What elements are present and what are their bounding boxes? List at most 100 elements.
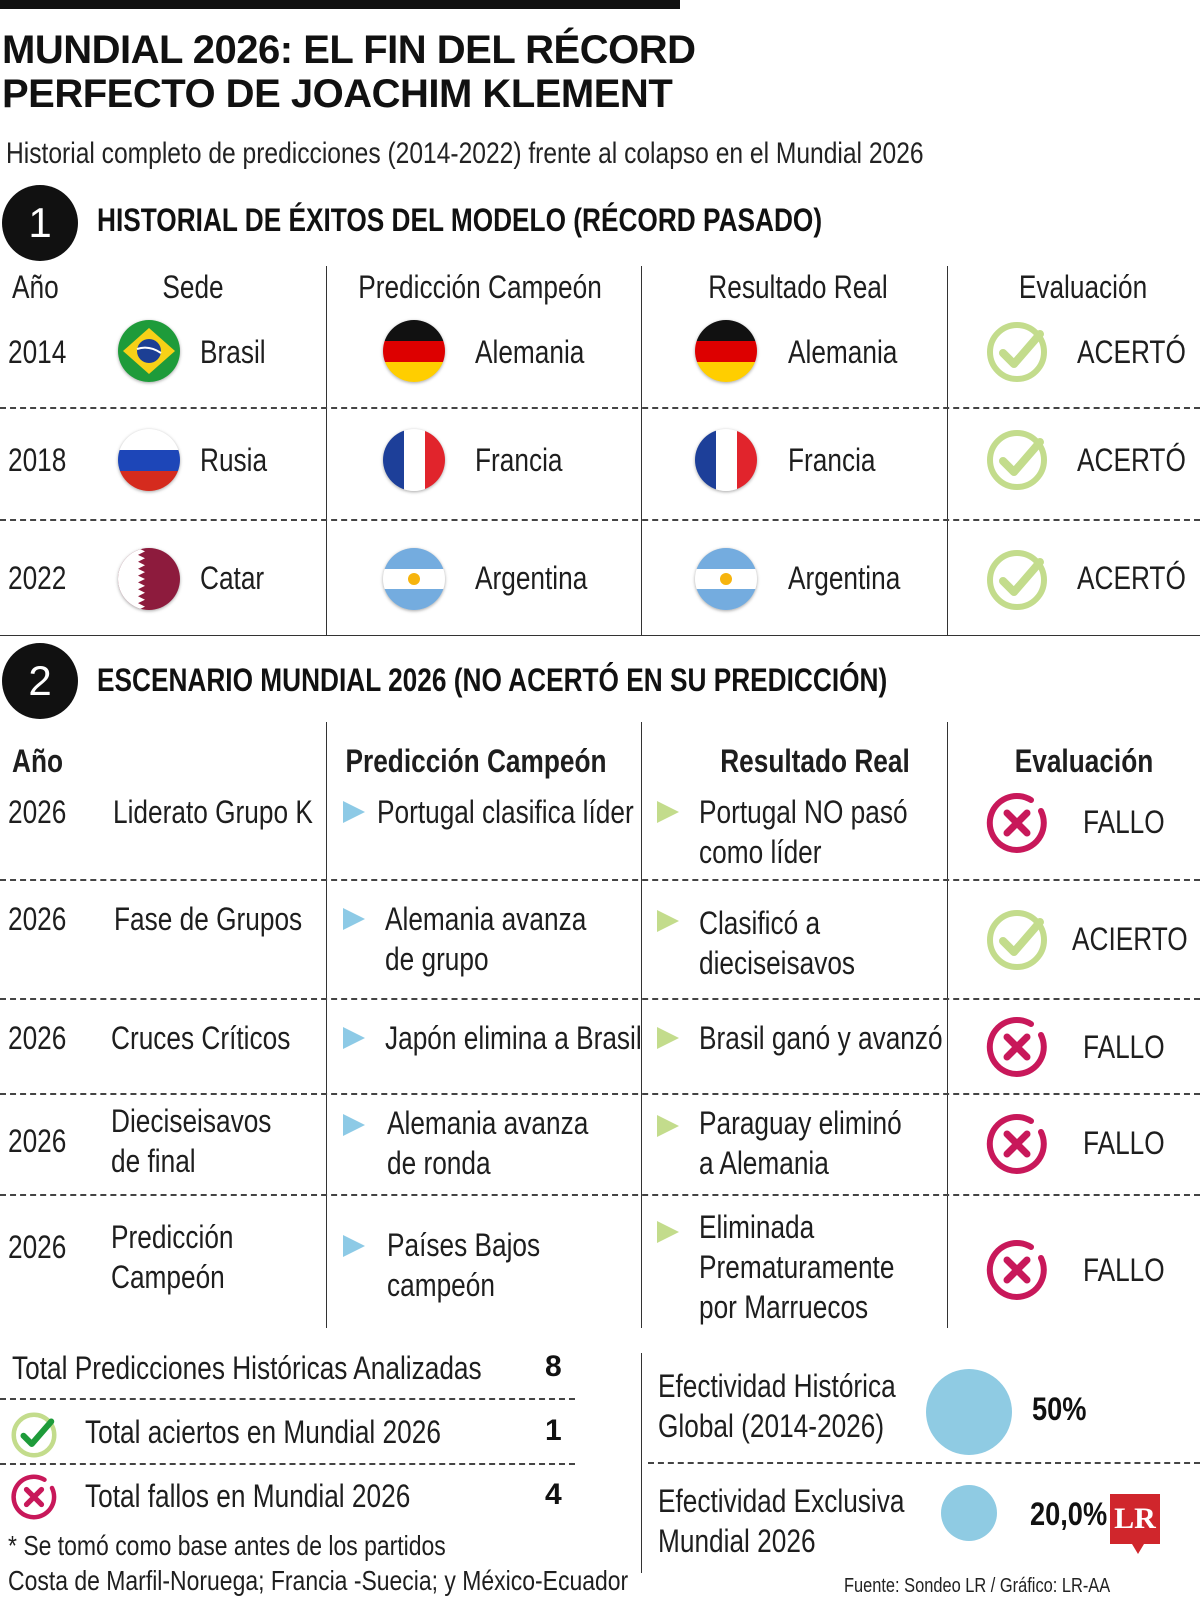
summary-divider xyxy=(641,1353,642,1573)
row-evaluation: ACERTÓ xyxy=(1077,334,1186,370)
row-prediction: Portugal clasifica líder xyxy=(377,794,634,830)
summary-hits-label: Total aciertos en Mundial 2026 xyxy=(85,1414,441,1450)
row-result: Brasil ganó y avanzó xyxy=(699,1020,943,1056)
check-icon xyxy=(985,320,1049,389)
s1-divider xyxy=(326,266,327,636)
s1-col-year: Año xyxy=(12,269,59,305)
cross-icon xyxy=(985,791,1049,860)
argentina-flag xyxy=(383,548,445,610)
footnote-line: * Se tomó como base antes de los partido… xyxy=(8,1530,446,1561)
summary-total-label: Total Predicciones Históricas Analizadas xyxy=(12,1350,482,1386)
triangle-bullet-icon xyxy=(657,1115,679,1137)
summary-separator xyxy=(0,1398,575,1400)
row-result-line: Eliminada xyxy=(699,1209,815,1245)
row-phase-line: Dieciseisavos xyxy=(111,1103,272,1139)
summary-hits-value: 1 xyxy=(545,1414,562,1447)
row-phase: Cruces Críticos xyxy=(111,1020,291,1056)
triangle-bullet-icon xyxy=(343,908,365,930)
row-phase-line: de final xyxy=(111,1143,196,1179)
row-prediction-line: Alemania avanza xyxy=(385,901,587,937)
row-result-line: a Alemania xyxy=(699,1145,829,1181)
row-prediction-line: Alemania avanza xyxy=(387,1105,589,1141)
s2-col-evaluation: Evaluación xyxy=(1014,743,1154,779)
row-prediction: Francia xyxy=(475,442,563,478)
row-phase: Fase de Grupos xyxy=(114,901,303,937)
row-year: 2026 xyxy=(8,1020,67,1056)
row-prediction: Alemania avanza de ronda xyxy=(387,1103,588,1183)
row-result-line: Prematuramente xyxy=(699,1249,895,1285)
row-host: Brasil xyxy=(200,334,266,370)
effectiveness-exclusive-value: 20,0% xyxy=(1030,1496,1108,1532)
row-evaluation: ACERTÓ xyxy=(1077,442,1186,478)
cross-icon xyxy=(985,1015,1049,1084)
s1-col-result: Resultado Real xyxy=(708,269,888,305)
s2-row-separator xyxy=(0,998,1200,1000)
s1-divider xyxy=(947,266,948,636)
row-prediction: Argentina xyxy=(475,560,588,596)
argentina-flag xyxy=(695,548,757,610)
s1-row-separator xyxy=(0,407,1200,409)
check-icon xyxy=(985,908,1049,977)
effectiveness-global-bubble xyxy=(926,1369,1012,1455)
row-prediction-line: de ronda xyxy=(387,1145,491,1181)
row-year: 2026 xyxy=(8,1229,67,1265)
row-year: 2026 xyxy=(8,1123,67,1159)
page-subtitle: Historial completo de predicciones (2014… xyxy=(6,137,924,170)
footnote: * Se tomó como base antes de los partido… xyxy=(8,1528,628,1598)
effectiveness-global-label: Efectividad Histórica Global (2014-2026) xyxy=(658,1366,896,1446)
row-prediction: Alemania xyxy=(475,334,585,370)
row-phase-line: Predicción xyxy=(111,1219,234,1255)
row-prediction-line: campeón xyxy=(387,1267,495,1303)
row-result-line: Clasificó a xyxy=(699,905,821,941)
s1-col-host: Sede xyxy=(162,269,224,305)
row-result: Portugal NO pasó como líder xyxy=(699,792,908,872)
row-host: Catar xyxy=(200,560,265,596)
effectiveness-exclusive-line: Efectividad Exclusiva xyxy=(658,1483,905,1519)
row-evaluation: FALLO xyxy=(1083,1125,1165,1161)
row-year: 2022 xyxy=(8,560,67,596)
row-evaluation: FALLO xyxy=(1083,804,1165,840)
cross-icon xyxy=(985,1112,1049,1181)
summary-total-value: 8 xyxy=(545,1350,562,1383)
row-result: Clasificó a dieciseisavos xyxy=(699,903,855,983)
section-2-heading: ESCENARIO MUNDIAL 2026 (NO ACERTÓ EN SU … xyxy=(97,662,888,698)
row-result-line: dieciseisavos xyxy=(699,945,856,981)
triangle-bullet-icon xyxy=(343,1235,365,1257)
effectiveness-global-value: 50% xyxy=(1032,1391,1087,1427)
s2-divider xyxy=(326,722,327,1328)
cross-icon xyxy=(10,1473,58,1526)
page-title: MUNDIAL 2026: EL FIN DEL RÉCORD PERFECTO… xyxy=(2,28,902,116)
triangle-bullet-icon xyxy=(657,1027,679,1049)
summary-fails-label: Total fallos en Mundial 2026 xyxy=(85,1478,411,1514)
s1-col-evaluation: Evaluación xyxy=(1018,269,1148,305)
title-line-1: MUNDIAL 2026: EL FIN DEL RÉCORD xyxy=(2,28,696,72)
row-year: 2026 xyxy=(8,794,67,830)
row-prediction: Japón elimina a Brasil xyxy=(385,1020,642,1056)
row-result-line: como líder xyxy=(699,834,822,870)
check-icon xyxy=(985,548,1049,617)
s2-col-prediction: Predicción Campeón xyxy=(345,743,607,779)
triangle-bullet-icon xyxy=(657,910,679,932)
row-evaluation: FALLO xyxy=(1083,1252,1165,1288)
effectiveness-exclusive-bubble xyxy=(941,1485,997,1541)
row-result-line: por Marruecos xyxy=(699,1289,869,1325)
row-year: 2018 xyxy=(8,442,67,478)
top-rule xyxy=(0,0,680,9)
row-prediction: Alemania avanza de grupo xyxy=(385,899,586,979)
germany-flag xyxy=(383,320,445,382)
triangle-bullet-icon xyxy=(343,1114,365,1136)
row-phase: Dieciseisavos de final xyxy=(111,1101,271,1181)
triangle-bullet-icon xyxy=(343,801,365,823)
s2-divider xyxy=(641,722,642,1328)
row-phase-line: Campeón xyxy=(111,1259,225,1295)
section-2-badge: 2 xyxy=(2,643,78,719)
row-result: Paraguay eliminó a Alemania xyxy=(699,1103,902,1183)
title-line-2: PERFECTO DE JOACHIM KLEMENT xyxy=(2,72,673,116)
s2-row-separator xyxy=(0,879,1200,881)
row-year: 2026 xyxy=(8,901,67,937)
russia-flag xyxy=(118,429,180,491)
check-icon xyxy=(10,1411,58,1464)
triangle-bullet-icon xyxy=(657,801,679,823)
row-evaluation: ACIERTO xyxy=(1072,921,1188,957)
row-result: Argentina xyxy=(788,560,901,596)
